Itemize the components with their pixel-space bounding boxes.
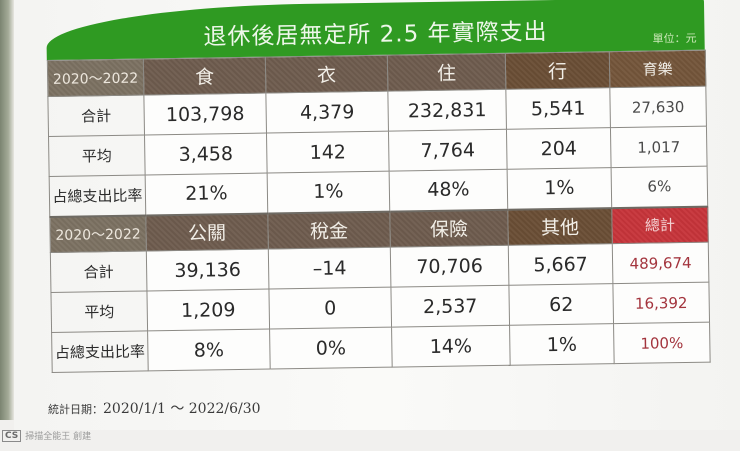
cell: 70,706 (390, 245, 509, 288)
col-header-food: 食 (143, 57, 266, 95)
col-header-transport: 行 (505, 51, 610, 90)
cell: 1% (267, 171, 390, 214)
col-header-insurance: 保險 (389, 209, 509, 248)
col-header-grand-total: 總計 (611, 206, 709, 244)
row-label-average: 平均 (50, 290, 148, 333)
row-label-total: 合計 (47, 94, 145, 137)
cell: 62 (508, 283, 614, 326)
col-header-social: 公關 (145, 213, 269, 251)
page: 退休後居無定所 2.5 年實際支出 單位：元 2020～2022 食 衣 住 行… (14, 0, 740, 430)
cell: 14% (391, 325, 511, 368)
grand-total-cell: 489,674 (612, 242, 709, 284)
cell: 1% (509, 323, 615, 366)
footnote-range: 2020/1/1 ～ 2022/6/30 (103, 401, 261, 417)
col-header-entertainment: 育樂 (609, 50, 706, 88)
cell: 4,379 (265, 91, 389, 134)
camscanner-logo-icon: CS (2, 429, 22, 442)
cell: 1,209 (146, 289, 270, 331)
col-header-other: 其他 (507, 207, 613, 246)
cell: 27,630 (609, 86, 707, 128)
cell: 103,798 (143, 93, 267, 135)
row-label-average: 平均 (48, 134, 146, 177)
table-title: 退休後居無定所 2.5 年實際支出 (203, 19, 548, 51)
cell: 8% (147, 329, 271, 371)
period-header: 2020～2022 (47, 58, 144, 97)
cell: 39,136 (146, 249, 269, 291)
row-label-share: 占總支出比率 (51, 330, 149, 373)
period-header: 2020～2022 (49, 214, 147, 253)
cell: 0% (269, 327, 393, 370)
cell: 48% (389, 169, 508, 212)
expense-table: 2020～2022 食 衣 住 行 育樂 合計 103,798 4,379 23… (47, 50, 711, 373)
col-header-clothing: 衣 (265, 55, 388, 94)
cell: 7,764 (388, 129, 508, 172)
cell: 142 (266, 131, 390, 174)
cell: 2,537 (390, 285, 510, 328)
book-spine-edge (0, 0, 14, 420)
scanner-watermark: CS 掃描全能王 創建 (2, 429, 91, 442)
cell: 1,017 (610, 126, 708, 168)
cell: 5,667 (508, 243, 613, 286)
expense-table-card: 退休後居無定所 2.5 年實際支出 單位：元 2020～2022 食 衣 住 行… (46, 0, 740, 373)
unit-label: 單位：元 (652, 31, 697, 46)
cell: 1% (507, 167, 612, 210)
cell: 232,831 (387, 89, 507, 132)
grand-total-cell: 16,392 (612, 282, 710, 324)
footnote-label: 統計日期： (48, 403, 103, 416)
row-label-total: 合計 (50, 250, 147, 293)
cell: 6% (611, 166, 708, 208)
grand-total-cell: 100% (613, 322, 711, 364)
col-header-tax: 稅金 (267, 211, 391, 250)
cell: 3,458 (144, 133, 268, 175)
cell: 204 (506, 127, 612, 170)
cell: 0 (268, 287, 392, 330)
col-header-housing: 住 (387, 53, 506, 92)
title-banner: 退休後居無定所 2.5 年實際支出 單位：元 (46, 0, 705, 60)
cell: –14 (268, 247, 391, 290)
cell: 5,541 (505, 87, 611, 130)
watermark-text: 掃描全能王 創建 (25, 432, 92, 442)
date-range-footnote: 統計日期：2020/1/1 ～ 2022/6/30 (48, 398, 261, 418)
cell: 21% (145, 173, 268, 215)
row-label-share: 占總支出比率 (49, 174, 146, 217)
